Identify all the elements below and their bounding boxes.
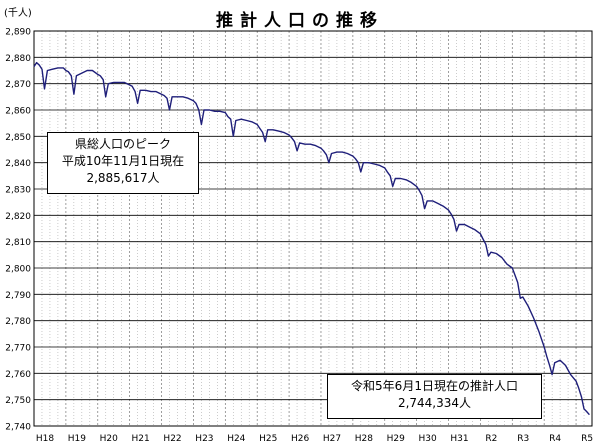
peak-annotation-line-3: 2,885,617人 [86, 171, 160, 185]
y-tick-label: 2,740 [5, 423, 31, 433]
x-tick-label: H24 [227, 434, 245, 444]
x-tick-label: H26 [291, 434, 309, 444]
y-tick-label: 2,830 [5, 186, 31, 196]
x-tick-label: H20 [100, 434, 118, 444]
x-tick-label: H31 [450, 434, 468, 444]
y-tick-label: 2,880 [5, 54, 31, 64]
x-tick-label: R4 [549, 434, 561, 444]
peak-annotation-line-2: 平成10年11月1日現在 [61, 154, 185, 168]
major-gridlines [34, 30, 592, 427]
latest-annotation-line-1: 令和5年6月1日現在の推計人口 [351, 379, 518, 393]
minor-gridlines [41, 31, 585, 426]
x-axis-tick-labels: H18 H19 H20 H21 H22 H23 H24 H25 H26 H27 H28 H29 H30 H… [36, 434, 593, 444]
x-tick-label: H18 [36, 434, 54, 444]
y-tick-label: 2,780 [5, 317, 31, 327]
y-tick-label: 2,820 [5, 212, 31, 222]
y-tick-label: 2,770 [5, 344, 31, 354]
y-tick-label: 2,750 [5, 396, 31, 406]
peak-annotation-box: 県総人口のピーク 平成10年11月1日現在 2,885,617人 [47, 132, 199, 194]
latest-annotation-box: 令和5年6月1日現在の推計人口 2,744,334人 [327, 374, 542, 419]
y-tick-label: 2,760 [5, 370, 31, 380]
x-tick-label: H29 [387, 434, 405, 444]
x-tick-label: R5 [581, 434, 593, 444]
x-tick-label: H30 [419, 434, 437, 444]
y-tick-label: 2,790 [5, 291, 31, 301]
x-tick-label: H21 [132, 434, 150, 444]
y-axis-tick-labels: 2,740 2,750 2,760 2,770 2,780 2,790 2,800 2,810… [5, 28, 31, 433]
x-tick-label: H23 [195, 434, 213, 444]
population-series-line [33, 61, 590, 416]
y-tick-label: 2,840 [5, 159, 31, 169]
y-tick-label: 2,800 [5, 265, 31, 275]
chart-title: 推計人口の推移 [216, 11, 384, 31]
plot-area-border [33, 30, 593, 427]
latest-annotation-line-2: 2,744,334人 [397, 396, 472, 410]
y-tick-label: 2,850 [5, 133, 31, 143]
y-axis-unit-label: (千人) [4, 8, 32, 19]
y-tick-label: 2,870 [5, 80, 31, 90]
y-tick-label: 2,890 [5, 28, 31, 38]
x-tick-label: R3 [517, 434, 529, 444]
y-tick-label: 2,810 [5, 238, 31, 248]
x-tick-label: H28 [355, 434, 373, 444]
x-tick-label: R2 [485, 434, 497, 444]
x-tick-label: H27 [323, 434, 341, 444]
x-tick-label: H25 [259, 434, 277, 444]
x-tick-label: H22 [163, 434, 181, 444]
y-tick-label: 2,860 [5, 107, 31, 117]
peak-annotation-line-1: 県総人口のピーク [74, 137, 171, 151]
x-tick-label: H19 [68, 434, 86, 444]
